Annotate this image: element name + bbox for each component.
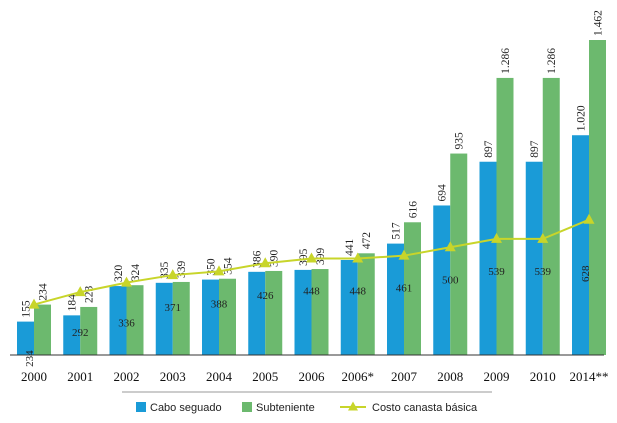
bar-label-subteniente: 616 [408,201,420,219]
bar-cabo-seguado [155,282,173,355]
x-tick-label: 2003 [160,369,186,384]
bar-label-subteniente: 223 [84,285,96,303]
bar-label-subteniente: 354 [223,257,235,275]
bar-cabo-seguado [63,315,81,355]
line-label-costo-canasta: 234 [24,350,36,367]
x-tick-label: 2004 [206,369,233,384]
bars-layer [17,40,606,355]
bar-subteniente [589,40,606,355]
bar-label-subteniente: 390 [269,249,281,267]
x-tick-label: 2001 [67,369,93,384]
legend-subteniente-swatch [242,402,252,412]
bar-label-cabo-seguado: 335 [159,261,171,279]
line-label-costo-canasta: 448 [303,285,320,297]
line-marker [121,276,132,287]
bar-label-cabo-seguado: 184 [67,294,79,312]
bar-subteniente [172,281,190,355]
line-label-costo-canasta: 336 [118,318,135,330]
bar-cabo-seguado [387,243,404,355]
bar-subteniente [80,306,98,355]
legend-cabo-seguado-swatch [136,402,146,412]
bar-cabo-seguado [433,205,451,355]
bar-cabo-seguado [248,271,266,355]
bar-cabo-seguado [294,269,312,355]
line-label-costo-canasta: 426 [257,290,274,302]
x-axis-labels: 2000 2001 2002 2003 2004 2005 2006 2006* 2007 200… [21,369,609,384]
line-label-costo-canasta: 371 [165,302,182,314]
line-marker [28,298,40,309]
line-label-costo-canasta: 628 [580,265,592,282]
x-tick-label: 2008 [437,369,463,384]
line-label-costo-canasta: 461 [396,283,413,295]
line-label-costo-canasta: 539 [488,266,505,278]
bar-cabo-seguado [17,321,34,355]
bar-subteniente [542,77,560,355]
bar-cabo-seguado [572,135,589,355]
bar-label-subteniente: 324 [130,264,142,282]
bar-subteniente [219,278,236,355]
line-marker [398,249,410,260]
bar-cabo-seguado [525,161,543,355]
bar-label-cabo-seguado: 395 [298,248,310,266]
bar-subteniente [450,153,468,355]
line-label-costo-canasta: 539 [535,266,552,278]
x-tick-label: 2006 [299,369,326,384]
bar-label-subteniente: 399 [315,248,327,266]
line-marker [167,269,179,280]
bar-label-subteniente: 935 [454,132,466,150]
bar-subteniente [34,304,51,355]
bar-label-cabo-seguado: 517 [391,222,403,240]
bar-cabo-seguado [202,279,219,355]
line-marker [74,286,86,297]
bar-label-subteniente: 234 [38,283,50,301]
x-tick-label: 2014** [570,369,609,384]
line-layer: 234 292 336 371 388 426 448 448 461 500 539 539 628 [24,213,595,367]
bar-label-cabo-seguado: 897 [483,140,495,158]
bar-label-subteniente: 1.462 [593,10,605,36]
bar-subteniente [126,285,144,355]
bar-cabo-seguado [340,259,358,355]
bar-subteniente [357,253,375,355]
line-label-costo-canasta: 292 [72,327,89,339]
bar-label-cabo-seguado: 694 [437,184,449,202]
bar-label-cabo-seguado: 155 [21,300,33,318]
bar-label-cabo-seguado: 441 [344,238,356,256]
x-tick-label: 2010 [530,369,556,384]
legend-costo-canasta-marker [348,401,358,411]
line-label-costo-canasta: 448 [350,285,367,297]
bar-subteniente [496,77,514,355]
legend-cabo-seguado-label: Cabo seguado [150,402,222,414]
line-marker [259,257,271,268]
legend-costo-canasta-label: Costo canasta básica [372,402,478,414]
bar-subteniente [265,270,283,355]
line-label-costo-canasta: 388 [211,298,228,310]
x-tick-label: 2006* [342,369,375,384]
legend-subteniente-label: Subteniente [256,402,315,414]
line-marker [491,232,502,243]
x-tick-label: 2002 [114,369,140,384]
x-tick-label: 2000 [21,369,47,384]
line-marker [213,265,225,276]
x-tick-label: 2009 [484,369,510,384]
line-marker [537,232,549,243]
x-tick-label: 2007 [391,369,418,384]
line-marker [583,213,595,224]
bar-label-subteniente: 472 [361,232,373,250]
bar-label-subteniente: 1.286 [546,48,558,74]
line-marker [352,252,364,263]
bar-label-cabo-seguado: 1.020 [576,105,588,131]
bar-label-cabo-seguado: 897 [529,140,541,158]
bar-cabo-seguado [479,161,497,355]
x-tick-label: 2005 [252,369,278,384]
bar-cabo-seguado [109,286,127,355]
line-marker [444,241,456,252]
bar-label-cabo-seguado: 320 [113,265,125,283]
line-label-costo-canasta: 500 [442,274,459,286]
bar-label-subteniente: 1.286 [500,48,512,74]
bar-subteniente [311,269,329,355]
legend: Cabo seguado Subteniente Costo canasta bás… [136,401,478,414]
line-marker [306,252,317,263]
